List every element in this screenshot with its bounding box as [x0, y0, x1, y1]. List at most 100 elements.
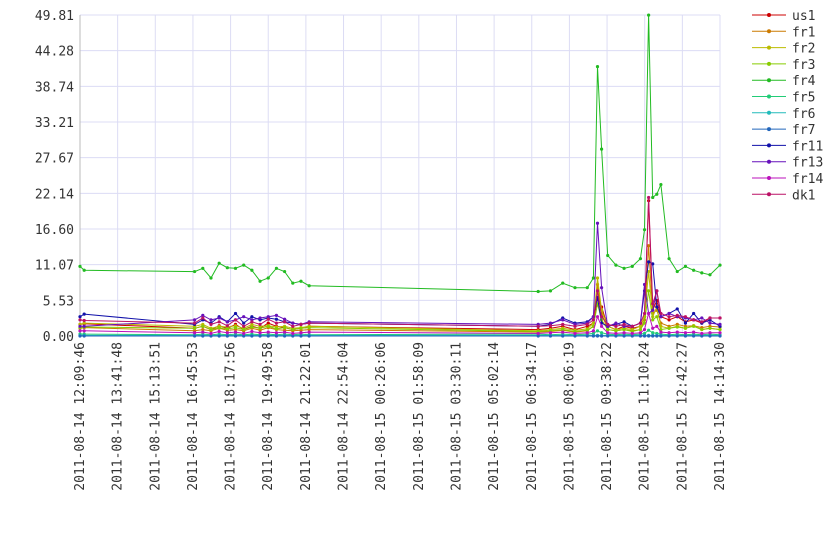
point: [291, 334, 295, 338]
point: [718, 322, 722, 326]
point: [591, 329, 596, 333]
point: [78, 324, 82, 328]
point: [585, 322, 589, 326]
point: [599, 324, 604, 328]
point: [266, 317, 270, 321]
point: [283, 269, 287, 274]
y-tick-label: 0.00: [43, 330, 74, 345]
point: [606, 322, 610, 326]
point: [266, 315, 270, 319]
point: [647, 260, 651, 264]
point: [718, 263, 722, 267]
point: [718, 331, 722, 335]
point: [78, 264, 82, 268]
point: [193, 269, 197, 274]
point: [217, 316, 221, 320]
point: [536, 334, 540, 338]
point: [622, 322, 626, 326]
point: [201, 316, 205, 320]
point: [651, 302, 655, 306]
point: [217, 326, 221, 330]
y-tick-label: 11.07: [35, 259, 74, 274]
point: [647, 244, 651, 248]
point: [78, 334, 82, 338]
point: [283, 334, 287, 338]
legend-marker: [767, 29, 771, 34]
point: [82, 334, 86, 338]
point: [561, 327, 565, 332]
series: [78, 221, 722, 328]
point: [700, 331, 704, 336]
point: [250, 322, 254, 326]
point: [585, 331, 589, 335]
series: [78, 195, 722, 328]
point: [258, 322, 262, 326]
x-tick-label: 2011-08-15 11:10:24: [638, 342, 653, 491]
point: [692, 334, 696, 338]
point: [692, 330, 696, 334]
x-tick-label: 2011-08-14 18:17:56: [224, 342, 239, 491]
point: [299, 334, 303, 338]
point: [233, 330, 238, 334]
point: [585, 334, 589, 338]
point: [599, 147, 604, 151]
x-tick-label: 2011-08-14 16:45:53: [186, 342, 201, 491]
point: [209, 322, 213, 326]
point: [258, 316, 262, 320]
point: [622, 327, 626, 332]
point: [599, 286, 604, 290]
y-tick-label: 33.21: [35, 116, 74, 131]
point: [291, 327, 295, 332]
point: [82, 312, 86, 316]
y-tick-label: 27.67: [35, 152, 74, 167]
point: [675, 334, 679, 338]
legend-label: fr14: [792, 172, 823, 187]
legend-label: us1: [792, 9, 815, 24]
point: [614, 321, 618, 325]
point: [233, 326, 238, 330]
point: [250, 334, 254, 338]
point: [274, 321, 279, 325]
legend-label: fr13: [792, 156, 823, 171]
point: [614, 324, 618, 328]
point: [614, 334, 618, 338]
point: [201, 313, 205, 317]
point: [655, 289, 659, 293]
point: [225, 266, 229, 270]
point: [606, 253, 610, 258]
point: [651, 262, 655, 266]
point: [299, 279, 303, 283]
point: [659, 311, 663, 316]
point: [258, 331, 262, 335]
point: [225, 327, 229, 331]
legend-label: fr7: [792, 123, 815, 138]
point: [548, 334, 553, 338]
point: [561, 281, 565, 285]
series: [78, 289, 722, 334]
point: [548, 289, 553, 293]
point: [225, 331, 229, 335]
point: [193, 331, 197, 335]
point: [217, 329, 221, 334]
point: [209, 334, 213, 338]
point: [651, 308, 655, 312]
point: [193, 334, 197, 338]
point: [307, 330, 311, 334]
point: [638, 324, 643, 328]
series: [78, 334, 722, 338]
point: [595, 315, 600, 319]
point: [708, 273, 712, 277]
legend-marker: [767, 159, 771, 164]
point: [201, 324, 205, 328]
point: [647, 195, 651, 200]
point: [595, 65, 600, 69]
point: [548, 321, 553, 325]
point: [573, 334, 577, 338]
point: [274, 266, 279, 270]
point: [659, 334, 663, 338]
point: [548, 331, 553, 335]
point: [299, 326, 303, 330]
point: [630, 324, 634, 328]
point: [299, 331, 303, 335]
